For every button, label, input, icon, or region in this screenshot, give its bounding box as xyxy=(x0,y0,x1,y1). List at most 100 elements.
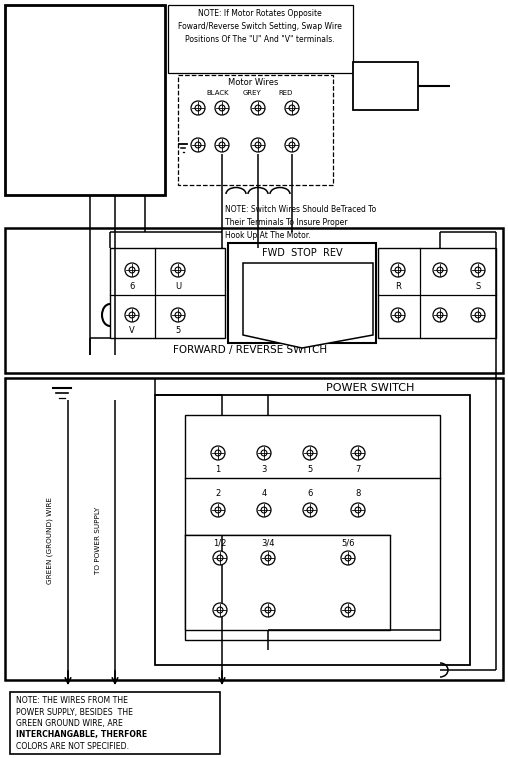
Text: V: V xyxy=(129,326,135,335)
Bar xyxy=(353,62,418,110)
Circle shape xyxy=(171,308,185,322)
Bar xyxy=(5,378,503,680)
Text: NOTE: If Motor Rotates Opposite
Foward/Reverse Switch Setting, Swap Wire
Positio: NOTE: If Motor Rotates Opposite Foward/R… xyxy=(178,9,342,45)
Text: 5: 5 xyxy=(307,465,312,474)
Circle shape xyxy=(217,555,223,561)
Circle shape xyxy=(257,503,271,517)
Text: Motor Wires: Motor Wires xyxy=(228,78,278,87)
Circle shape xyxy=(351,446,365,460)
Text: BLACK: BLACK xyxy=(207,90,229,96)
Bar xyxy=(168,5,353,73)
Circle shape xyxy=(171,263,185,277)
Text: 1/2: 1/2 xyxy=(213,539,227,548)
Text: 5/6: 5/6 xyxy=(341,539,355,548)
Circle shape xyxy=(215,138,229,152)
Circle shape xyxy=(307,507,313,513)
Circle shape xyxy=(307,450,313,456)
Circle shape xyxy=(475,312,481,318)
Circle shape xyxy=(251,138,265,152)
Text: 6: 6 xyxy=(130,282,135,291)
Circle shape xyxy=(261,450,267,456)
Circle shape xyxy=(285,138,299,152)
Text: U: U xyxy=(175,282,181,291)
Text: 6: 6 xyxy=(307,489,313,498)
Circle shape xyxy=(433,263,447,277)
Circle shape xyxy=(125,263,139,277)
Circle shape xyxy=(129,267,135,273)
Circle shape xyxy=(289,105,295,111)
Text: 5: 5 xyxy=(175,326,181,335)
Text: 3/4: 3/4 xyxy=(261,539,275,548)
Text: POWER SWITCH: POWER SWITCH xyxy=(326,383,414,393)
Circle shape xyxy=(175,312,181,318)
Circle shape xyxy=(257,446,271,460)
Circle shape xyxy=(175,267,181,273)
Circle shape xyxy=(345,607,351,613)
Circle shape xyxy=(129,312,135,318)
Bar xyxy=(185,535,390,630)
Bar xyxy=(155,395,470,665)
Bar xyxy=(5,5,165,195)
Text: GREY: GREY xyxy=(243,90,262,96)
Circle shape xyxy=(391,263,405,277)
Circle shape xyxy=(355,507,361,513)
Circle shape xyxy=(341,603,355,617)
Bar xyxy=(185,415,440,640)
Circle shape xyxy=(213,551,227,565)
Text: INTERCHANGABLE, THERFORE: INTERCHANGABLE, THERFORE xyxy=(16,731,147,740)
Text: GREEN GROUND WIRE, ARE: GREEN GROUND WIRE, ARE xyxy=(16,719,123,728)
Circle shape xyxy=(303,446,317,460)
Text: FORWARD / REVERSE SWITCH: FORWARD / REVERSE SWITCH xyxy=(173,345,327,355)
Text: NOTE: Switch Wires Should BeTraced To
Their Terminals To Insure Proper
Hook Up A: NOTE: Switch Wires Should BeTraced To Th… xyxy=(225,205,376,240)
Text: 2: 2 xyxy=(215,489,220,498)
Circle shape xyxy=(471,263,485,277)
Circle shape xyxy=(285,101,299,115)
Bar xyxy=(228,243,376,343)
Bar xyxy=(10,692,220,754)
Text: S: S xyxy=(475,282,481,291)
Circle shape xyxy=(391,308,405,322)
Circle shape xyxy=(303,503,317,517)
Circle shape xyxy=(437,267,443,273)
Circle shape xyxy=(215,101,229,115)
Circle shape xyxy=(255,142,261,148)
Circle shape xyxy=(289,142,295,148)
Text: 3: 3 xyxy=(261,465,267,474)
Text: RED: RED xyxy=(279,90,293,96)
Circle shape xyxy=(395,267,401,273)
Circle shape xyxy=(355,450,361,456)
Text: TO POWER SUPPLY: TO POWER SUPPLY xyxy=(95,506,101,574)
Circle shape xyxy=(125,308,139,322)
Text: 1: 1 xyxy=(215,465,220,474)
Text: GREEN (GROUND) WIRE: GREEN (GROUND) WIRE xyxy=(47,496,53,584)
Circle shape xyxy=(195,142,201,148)
Circle shape xyxy=(261,603,275,617)
Circle shape xyxy=(191,101,205,115)
Circle shape xyxy=(219,142,225,148)
Bar xyxy=(5,228,503,373)
Circle shape xyxy=(261,551,275,565)
Circle shape xyxy=(215,507,221,513)
Circle shape xyxy=(211,446,225,460)
Circle shape xyxy=(351,503,365,517)
Circle shape xyxy=(219,105,225,111)
Circle shape xyxy=(265,555,271,561)
Circle shape xyxy=(265,607,271,613)
Text: 8: 8 xyxy=(355,489,361,498)
Text: COLORS ARE NOT SPECIFIED.: COLORS ARE NOT SPECIFIED. xyxy=(16,742,129,751)
Text: NOTE: THE WIRES FROM THE: NOTE: THE WIRES FROM THE xyxy=(16,696,128,705)
Circle shape xyxy=(213,603,227,617)
Circle shape xyxy=(191,138,205,152)
Circle shape xyxy=(345,555,351,561)
Circle shape xyxy=(215,450,221,456)
Circle shape xyxy=(437,312,443,318)
Circle shape xyxy=(341,551,355,565)
Circle shape xyxy=(261,507,267,513)
Circle shape xyxy=(217,607,223,613)
Circle shape xyxy=(251,101,265,115)
Bar xyxy=(110,248,225,338)
Circle shape xyxy=(195,105,201,111)
Circle shape xyxy=(475,267,481,273)
Text: 7: 7 xyxy=(355,465,361,474)
Circle shape xyxy=(395,312,401,318)
